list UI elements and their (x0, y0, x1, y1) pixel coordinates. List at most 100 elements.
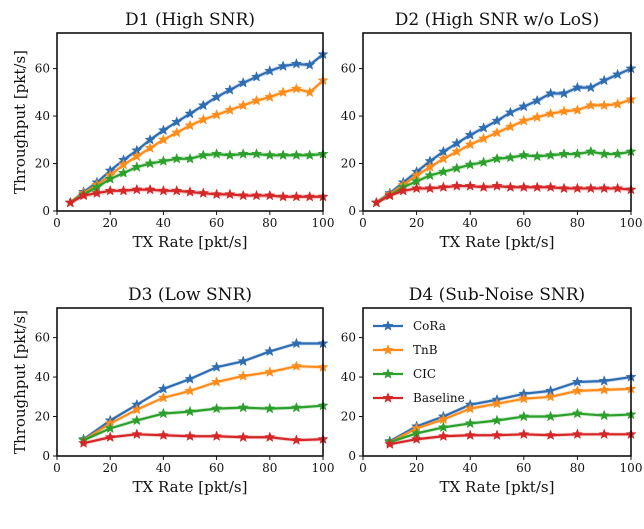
series-line (70, 80, 323, 202)
data-point (225, 189, 235, 198)
data-point (105, 432, 115, 441)
data-point (613, 99, 623, 108)
data-point (238, 432, 248, 441)
x-tick-label: 20 (103, 461, 118, 475)
data-point (546, 411, 556, 420)
data-point (465, 418, 475, 427)
data-point (586, 183, 596, 192)
data-point (238, 356, 248, 365)
y-axis-label: Throughput [pkt/s] (11, 310, 29, 454)
y-tick-label: 40 (35, 370, 50, 384)
data-point (252, 190, 262, 199)
data-point (265, 150, 275, 159)
data-point (438, 422, 448, 431)
x-tick-label: 0 (359, 216, 367, 230)
x-tick-label: 40 (156, 216, 171, 230)
x-axis-label: TX Rate [pkt/s] (133, 478, 248, 496)
legend-marker (383, 369, 393, 378)
data-point (492, 181, 502, 190)
data-point (599, 149, 609, 158)
data-point (238, 149, 248, 158)
x-tick-label: 20 (409, 461, 424, 475)
data-point (599, 376, 609, 385)
x-axis-label: TX Rate [pkt/s] (133, 233, 248, 251)
data-point (291, 192, 301, 201)
series-tnb (65, 75, 328, 207)
x-tick-label: 60 (209, 461, 224, 475)
x-tick-label: 0 (53, 216, 61, 230)
data-point (291, 361, 301, 370)
data-point (532, 151, 542, 160)
data-point (158, 430, 168, 439)
data-point (599, 410, 609, 419)
panel-2: D2 (High SNR w/o LoS) 0 20 40 60 80 100 0 20 40 60… (341, 10, 643, 251)
x-tick-label: 40 (463, 461, 478, 475)
data-point (599, 100, 609, 109)
panel-title: D4 (Sub-Noise SNR) (409, 285, 585, 305)
y-tick-label: 20 (35, 157, 50, 171)
series-baseline (79, 429, 328, 447)
data-point (238, 190, 248, 199)
x-axis-label: TX Rate [pkt/s] (440, 233, 555, 251)
data-point (212, 149, 222, 158)
x-axis-label: TX Rate [pkt/s] (440, 478, 555, 496)
data-point (305, 150, 315, 159)
y-tick-label: 20 (341, 157, 356, 171)
x-tick-label: 80 (570, 216, 585, 230)
y-tick-label: 0 (348, 449, 356, 463)
x-tick-label: 40 (156, 461, 171, 475)
legend-label: TnB (413, 343, 438, 357)
data-point (438, 431, 448, 440)
panel-title: D2 (High SNR w/o LoS) (395, 10, 599, 30)
x-tick-label: 80 (262, 461, 277, 475)
data-point (305, 192, 315, 201)
legend-label: CIC (413, 367, 436, 381)
y-tick-label: 60 (341, 331, 356, 345)
data-point (158, 186, 168, 195)
data-point (212, 189, 222, 198)
legend-marker (383, 321, 393, 330)
x-tick-label: 60 (209, 216, 224, 230)
x-tick-label: 60 (516, 216, 531, 230)
data-point (291, 402, 301, 411)
data-point (185, 187, 195, 196)
series-line (84, 366, 323, 440)
data-point (465, 430, 475, 439)
data-point (519, 182, 529, 191)
x-tick-label: 0 (53, 461, 61, 475)
data-point (572, 408, 582, 417)
data-point (613, 183, 623, 192)
data-point (519, 429, 529, 438)
x-tick-label: 40 (463, 216, 478, 230)
legend-label: Baseline (413, 391, 465, 405)
y-tick-label: 40 (35, 109, 50, 123)
data-point (572, 105, 582, 114)
x-tick-label: 100 (620, 461, 643, 475)
data-point (145, 184, 155, 193)
confidence-band (84, 364, 323, 442)
data-point (132, 429, 142, 438)
y-tick-label: 40 (341, 370, 356, 384)
data-point (465, 181, 475, 190)
data-point (252, 149, 262, 158)
data-point (546, 150, 556, 159)
data-point (265, 367, 275, 376)
data-point (212, 431, 222, 440)
legend-marker (383, 393, 393, 402)
data-point (238, 402, 248, 411)
panel-title: D3 (Low SNR) (128, 285, 252, 305)
data-point (198, 188, 208, 197)
y-tick-label: 60 (341, 62, 356, 76)
x-tick-label: 0 (359, 461, 367, 475)
data-point (185, 431, 195, 440)
y-tick-label: 20 (341, 410, 356, 424)
data-point (546, 430, 556, 439)
x-tick-label: 80 (570, 461, 585, 475)
data-point (265, 432, 275, 441)
legend-marker (383, 345, 393, 354)
y-tick-label: 60 (35, 331, 50, 345)
data-point (438, 182, 448, 191)
data-point (291, 150, 301, 159)
data-point (278, 150, 288, 159)
